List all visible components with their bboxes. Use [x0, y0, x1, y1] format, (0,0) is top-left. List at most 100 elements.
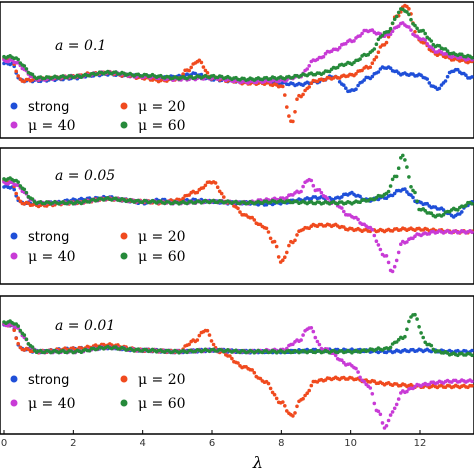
legend-marker-strong — [10, 102, 18, 110]
data-point — [315, 339, 320, 344]
data-point — [360, 68, 364, 73]
data-point — [372, 57, 377, 62]
data-point — [181, 72, 185, 76]
data-point — [293, 110, 297, 114]
data-point — [12, 187, 16, 192]
panel-marks — [2, 153, 474, 274]
data-point — [317, 342, 322, 347]
data-point — [305, 391, 310, 396]
data-point — [396, 337, 401, 342]
legend-marker-mu60 — [120, 252, 128, 260]
data-point — [370, 61, 375, 65]
data-point — [358, 194, 362, 199]
data-point — [274, 396, 279, 401]
legend-label-mu40: μ = 40 — [28, 396, 76, 412]
data-point — [281, 400, 285, 404]
data-point — [390, 29, 395, 33]
data-point — [205, 328, 210, 333]
panel-frame — [0, 295, 474, 435]
data-point — [392, 191, 397, 196]
data-point — [431, 347, 436, 352]
data-point — [437, 86, 442, 91]
legend-label-mu40: μ = 40 — [28, 118, 76, 134]
data-point — [281, 258, 285, 263]
data-point — [236, 361, 240, 365]
data-point — [388, 184, 393, 188]
legend-marker-mu20 — [120, 102, 128, 110]
data-point — [358, 34, 362, 38]
data-point — [370, 74, 375, 79]
data-point — [425, 77, 430, 81]
data-point — [372, 233, 377, 238]
data-point — [354, 87, 358, 91]
legend-marker-mu40 — [10, 121, 18, 129]
legend-label-mu20: μ = 20 — [138, 99, 186, 115]
data-point — [374, 55, 379, 59]
data-point — [16, 341, 21, 346]
series-mu60 — [2, 153, 474, 219]
data-point — [370, 227, 375, 232]
data-point — [181, 196, 185, 201]
data-point — [209, 339, 214, 343]
data-point — [283, 93, 287, 97]
data-point — [411, 195, 415, 200]
data-point — [187, 68, 191, 73]
data-point — [311, 183, 316, 188]
data-point — [228, 354, 232, 358]
data-point — [295, 233, 299, 237]
data-point — [313, 335, 318, 340]
data-point — [429, 343, 434, 348]
data-point — [303, 393, 307, 398]
x-axis-label: λ — [252, 453, 263, 472]
data-point — [378, 247, 383, 252]
data-point — [321, 55, 326, 59]
data-point — [22, 333, 27, 337]
data-point — [293, 238, 297, 243]
data-point — [423, 31, 428, 36]
data-point — [319, 190, 324, 195]
data-point — [405, 190, 409, 194]
data-point — [405, 389, 409, 394]
data-point — [396, 10, 401, 15]
legend-marker-mu40 — [10, 252, 18, 260]
data-point — [291, 342, 295, 347]
data-point — [30, 72, 35, 77]
data-point — [419, 331, 423, 335]
data-point — [403, 334, 407, 339]
data-point — [394, 174, 399, 179]
x-tick-label: 8 — [278, 438, 284, 449]
data-point — [415, 199, 419, 203]
data-point — [372, 47, 377, 51]
data-point — [384, 40, 389, 45]
data-point — [403, 187, 407, 191]
data-point — [203, 183, 208, 188]
x-axis: 0 2 4 6 8 10 12 — [1, 430, 427, 449]
data-point — [376, 409, 381, 414]
data-point — [236, 206, 240, 211]
data-point — [470, 348, 474, 353]
data-point — [272, 392, 277, 397]
data-point — [352, 39, 356, 43]
data-point — [16, 196, 21, 200]
panel-annotation: a = 0.01 — [55, 318, 115, 334]
data-point — [301, 184, 305, 189]
data-point — [307, 85, 312, 89]
legend-label-strong: strong — [28, 100, 69, 115]
data-point — [368, 386, 373, 390]
data-point — [307, 388, 312, 393]
x-tick-label: 12 — [414, 438, 427, 449]
data-point — [311, 329, 316, 334]
data-point — [388, 413, 393, 417]
data-point — [470, 75, 474, 79]
data-point — [215, 185, 220, 189]
data-point — [362, 78, 367, 82]
data-point — [464, 203, 468, 208]
data-point — [295, 97, 299, 101]
data-point — [413, 30, 417, 34]
data-point — [293, 411, 297, 415]
data-point — [301, 92, 305, 97]
data-point — [309, 81, 314, 85]
legend-label-strong: strong — [28, 373, 69, 388]
data-point — [203, 68, 208, 73]
data-point — [307, 64, 312, 68]
